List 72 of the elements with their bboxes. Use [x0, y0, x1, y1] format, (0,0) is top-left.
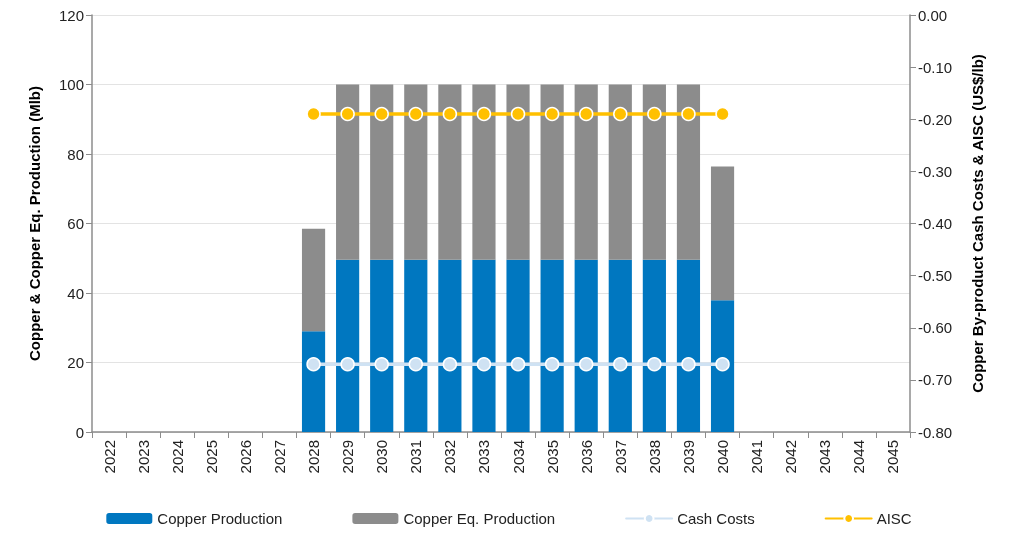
bar [642, 84, 666, 260]
bar [404, 259, 428, 432]
bar [336, 84, 360, 260]
x-tick-label: 2026 [236, 440, 254, 474]
bar [506, 259, 530, 432]
bar [301, 228, 326, 332]
x-tick-label: 2042 [782, 440, 800, 474]
x-tick-label: 2031 [407, 440, 425, 474]
bar [608, 84, 632, 260]
x-tick-label: 2029 [339, 440, 357, 474]
bar [370, 84, 394, 260]
bar [676, 84, 701, 260]
x-tick-label: 2045 [884, 440, 902, 474]
bar [506, 84, 530, 260]
y2-tick-label: -0.50 [918, 267, 953, 285]
bar [336, 259, 360, 432]
legend-label: Copper Eq. Production [403, 510, 556, 527]
y2-tick-label: -0.10 [918, 58, 953, 76]
x-tick-label: 2030 [373, 440, 391, 474]
x-tick-label: 2043 [816, 440, 834, 474]
y-tick-label: 60 [67, 215, 84, 232]
x-tick-label: 2040 [714, 440, 732, 474]
bar [540, 84, 564, 260]
bar [574, 259, 598, 432]
bar [370, 259, 394, 432]
y2-axis-title: Copper By-product Cash Costs & AISC (US$/lb) [969, 54, 986, 393]
x-tick-label: 2028 [305, 440, 323, 474]
bar [404, 84, 428, 260]
legend-label: AISC [876, 510, 912, 527]
y-tick-label: 20 [67, 354, 84, 371]
bar [472, 84, 496, 260]
bar [301, 331, 326, 432]
bar [676, 259, 701, 432]
bar [438, 84, 462, 260]
legend-label: Cash Costs [677, 510, 755, 527]
x-tick-label: 2023 [134, 440, 152, 474]
bar [608, 259, 632, 432]
bar [710, 300, 735, 432]
y-tick-label: 40 [67, 284, 84, 302]
bar [574, 84, 598, 260]
x-tick-label: 2037 [611, 440, 629, 474]
x-tick-label: 2022 [100, 440, 118, 474]
y-tick-label: 100 [58, 76, 84, 93]
bar [438, 259, 462, 432]
y2-tick-label: -0.70 [918, 371, 953, 389]
y2-tick-label: -0.80 [918, 423, 953, 441]
x-tick-label: 2024 [168, 440, 186, 474]
y-axis-title: Copper & Copper Eq. Production (Mlb) [26, 86, 43, 361]
bar [540, 259, 564, 432]
x-tick-label: 2041 [748, 440, 766, 474]
x-tick-label: 2032 [441, 440, 459, 474]
x-tick-label: 2035 [543, 440, 561, 474]
x-tick-label: 2025 [202, 440, 220, 474]
y2-tick-label: -0.60 [918, 319, 953, 337]
bar [710, 166, 735, 301]
legend-label: Copper Production [157, 510, 283, 527]
x-tick-label: 2044 [850, 440, 868, 474]
y2-tick-label: 0.00 [918, 6, 948, 24]
x-tick-label: 2038 [645, 440, 663, 474]
y-tick-label: 120 [58, 6, 84, 24]
y2-tick-label: -0.40 [918, 215, 953, 232]
x-tick-label: 2036 [577, 440, 595, 474]
y2-tick-label: -0.20 [918, 110, 953, 128]
bar [642, 259, 666, 432]
y2-tick-label: -0.30 [918, 162, 953, 180]
y-tick-label: 0 [75, 423, 84, 441]
x-tick-label: 2039 [679, 440, 697, 474]
x-tick-label: 2027 [270, 440, 288, 474]
x-tick-label: 2034 [509, 440, 527, 474]
x-tick-label: 2033 [475, 440, 493, 474]
y-tick-label: 80 [67, 145, 84, 163]
bar [472, 259, 496, 432]
